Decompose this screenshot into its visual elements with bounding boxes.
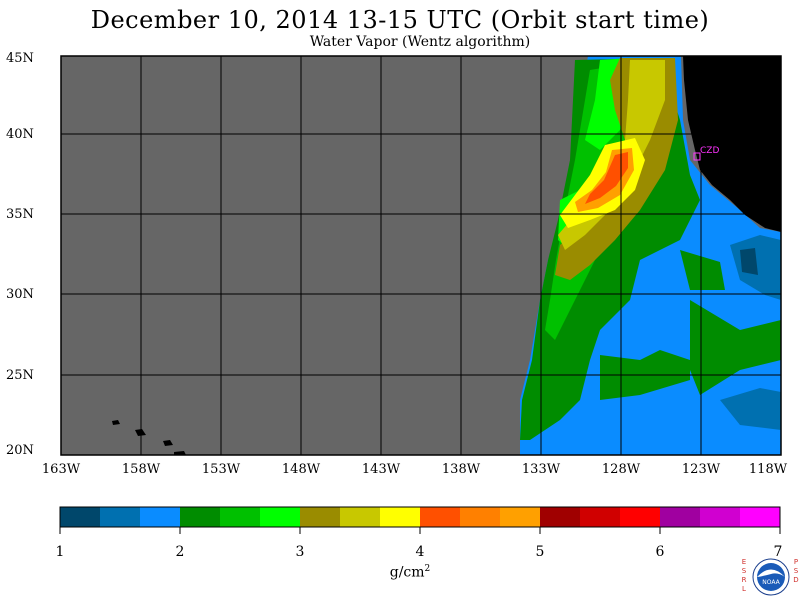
colorbar-swatch [540, 507, 581, 527]
colorbar-tick-7: 7 [773, 544, 783, 560]
colorbar-tick-6: 6 [655, 544, 665, 560]
colorbar-swatch [60, 507, 101, 527]
colorbar-swatch [140, 507, 181, 527]
colorbar-swatch [660, 507, 701, 527]
colorbar-tick-1: 1 [55, 544, 65, 560]
station-label: CZD [700, 146, 720, 156]
colorbar-tick-3: 3 [295, 544, 305, 560]
svg-text:NOAA: NOAA [762, 579, 780, 586]
lon-label-138w: 138W [441, 462, 481, 477]
lon-label-118w: 118W [748, 462, 788, 477]
lon-label-158w: 158W [121, 462, 161, 477]
lat-label-40n: 40N [6, 127, 34, 142]
colorbar-swatch [620, 507, 661, 527]
colorbar-swatch [700, 507, 741, 527]
lat-label-30n: 30N [6, 287, 34, 302]
colorbar-swatch [420, 507, 461, 527]
map-subtitle: Water Vapor (Wentz algorithm) [309, 34, 531, 50]
colorbar [60, 507, 781, 527]
lon-label-143w: 143W [361, 462, 401, 477]
lat-lon-grid [61, 56, 781, 455]
water-vapor-field [112, 56, 781, 455]
lon-label-123w: 123W [681, 462, 721, 477]
colorbar-swatch [740, 507, 781, 527]
colorbar-tick-5: 5 [535, 544, 545, 560]
colorbar-swatch [500, 507, 541, 527]
map-title: December 10, 2014 13-15 UTC (Orbit start… [90, 6, 710, 34]
colorbar-swatch [460, 507, 501, 527]
colorbar-swatch [260, 507, 301, 527]
colorbar-swatch [180, 507, 221, 527]
lat-label-25n: 25N [6, 368, 34, 383]
lat-label-20n: 20N [6, 443, 34, 458]
colorbar-swatch [220, 507, 261, 527]
colorbar-units: g/cm2 [389, 564, 431, 581]
lon-label-128w: 128W [601, 462, 641, 477]
lat-label-45n: 45N [6, 51, 34, 66]
lon-label-133w: 133W [521, 462, 561, 477]
colorbar-swatch [100, 507, 141, 527]
lon-label-153w: 153W [201, 462, 241, 477]
map-frame [60, 55, 782, 456]
colorbar-swatch [380, 507, 421, 527]
colorbar-swatch [580, 507, 621, 527]
colorbar-tick-4: 4 [415, 544, 425, 560]
colorbar-swatch [340, 507, 381, 527]
lon-label-148w: 148W [281, 462, 321, 477]
colorbar-swatch [300, 507, 341, 527]
colorbar-tick-2: 2 [175, 544, 185, 560]
station-marker-icon [693, 152, 701, 161]
lon-label-163w: 163W [41, 462, 81, 477]
lat-label-35n: 35N [6, 207, 34, 222]
noaa-emblem-icon: NOAA [752, 558, 790, 596]
